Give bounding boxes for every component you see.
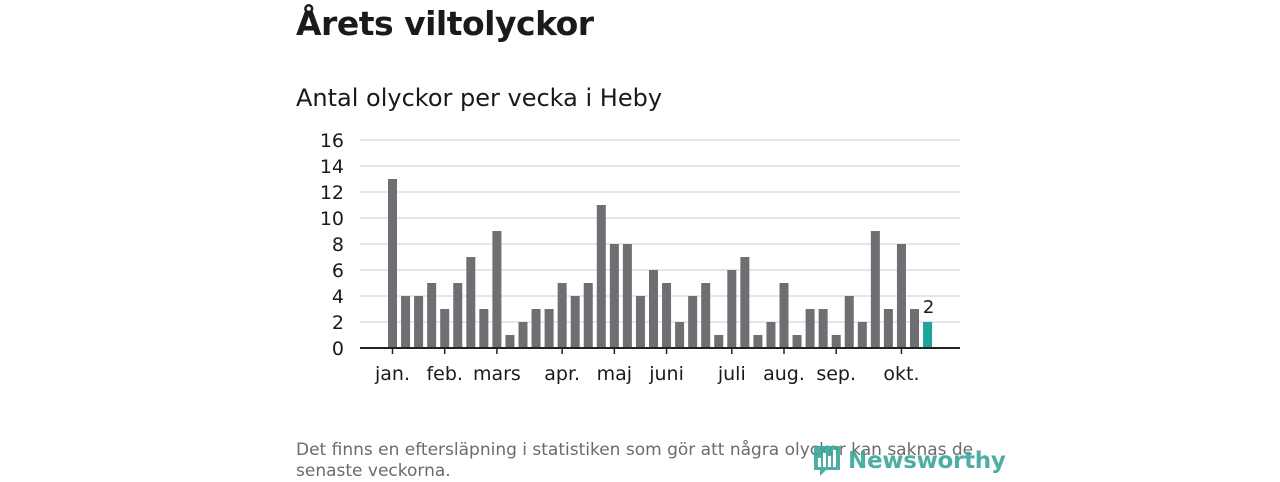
bar: [518, 322, 528, 348]
bar: [675, 322, 685, 348]
bar: [844, 296, 854, 348]
y-tick-label: 0: [332, 338, 344, 360]
bar: [427, 283, 437, 348]
bar: [622, 244, 632, 348]
x-tick-label: jan.: [374, 363, 410, 385]
bar: [596, 205, 606, 348]
bar: [479, 309, 489, 348]
bar: [818, 309, 828, 348]
x-tick-label: apr.: [544, 363, 580, 385]
bar: [753, 335, 763, 348]
bar: [883, 309, 893, 348]
x-tick-label: okt.: [883, 363, 919, 385]
x-tick-label: juli: [717, 363, 746, 385]
x-axis-month-labels: jan. feb. mars apr. maj juni juli aug. sep. okt.: [374, 348, 920, 385]
bar: [779, 283, 789, 348]
x-tick-label: aug.: [763, 363, 805, 385]
newsworthy-logo: Newsworthy: [812, 444, 1006, 478]
bar: [805, 309, 815, 348]
bar: [649, 270, 658, 348]
bar: [662, 283, 672, 348]
y-tick-label: 14: [320, 156, 344, 178]
bar: [688, 296, 698, 348]
x-tick-label: juni: [648, 363, 684, 385]
bar-chart-icon: [814, 446, 840, 476]
x-tick-label: mars: [473, 363, 521, 385]
bar: [727, 270, 737, 348]
y-tick-label: 2: [332, 312, 344, 334]
bar: [714, 335, 724, 348]
y-tick-label: 4: [332, 286, 344, 308]
bar: [583, 283, 593, 348]
bars: [388, 179, 933, 348]
bar: [910, 309, 919, 348]
grid-lines: [360, 139, 960, 323]
bar: [792, 335, 802, 348]
data-label: 2: [923, 297, 934, 318]
x-tick-label: maj: [597, 363, 632, 385]
bar: [740, 257, 750, 348]
bar: [531, 309, 541, 348]
bar: [544, 309, 554, 348]
bar: [831, 335, 841, 348]
bar: [466, 257, 476, 348]
chart-title: Antal olyckor per vecka i Heby: [296, 84, 663, 112]
data-labels: 2: [923, 297, 934, 318]
bar: [557, 283, 567, 348]
y-tick-label: 12: [320, 182, 344, 204]
x-tick-label: feb.: [426, 363, 462, 385]
y-tick-label: 16: [320, 130, 344, 152]
bar: [570, 296, 580, 348]
bar: [440, 309, 450, 348]
bar: [388, 179, 397, 348]
x-tick-label: sep.: [816, 363, 856, 385]
y-axis-ticks: 0 2 4 6 8 10 12 14 16: [320, 130, 344, 360]
bar: [635, 296, 645, 348]
y-tick-label: 8: [332, 234, 344, 256]
bar: [492, 231, 502, 348]
bar: [701, 283, 711, 348]
footnote: Det finns en eftersläpning i statistiken…: [296, 440, 974, 481]
y-tick-label: 6: [332, 260, 344, 282]
page-title: Årets viltolyckor: [296, 4, 594, 43]
logo-text: Newsworthy: [848, 448, 1006, 474]
bar: [870, 231, 880, 348]
y-tick-label: 10: [320, 208, 344, 230]
bar: [766, 322, 776, 348]
bar-highlighted: [923, 322, 933, 348]
bar: [609, 244, 619, 348]
bar: [414, 296, 424, 348]
bar: [505, 335, 515, 348]
bar: [453, 283, 463, 348]
bar: [857, 322, 867, 348]
bar: [896, 244, 906, 348]
bar: [401, 296, 411, 348]
